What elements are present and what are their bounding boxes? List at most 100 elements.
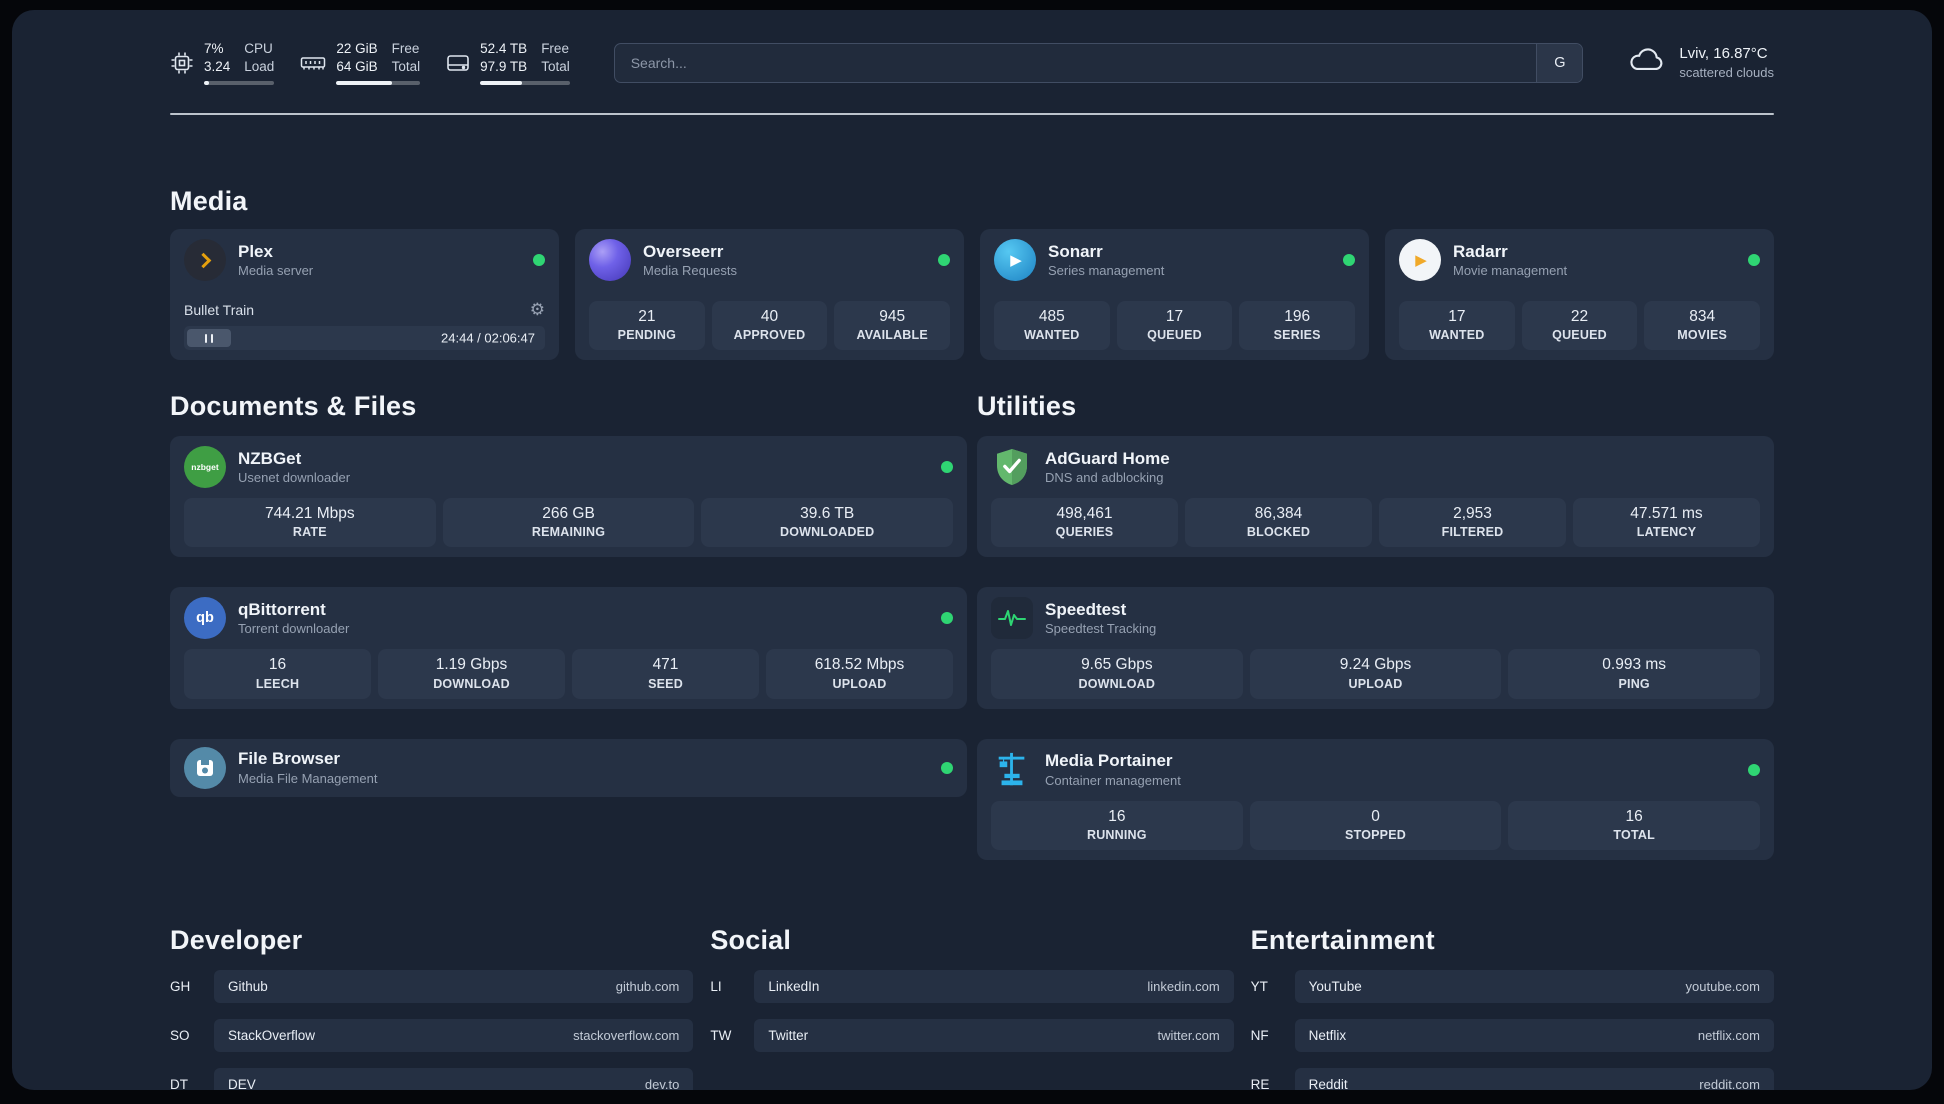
stat-value: 16: [1625, 807, 1643, 825]
stat-label: WANTED: [1024, 328, 1080, 343]
adguard-icon: [991, 446, 1033, 488]
stat-label: SEED: [648, 676, 683, 691]
filebrowser-card[interactable]: File Browser Media File Management: [170, 738, 967, 797]
speedtest-icon: [991, 597, 1033, 640]
status-indicator: [1343, 254, 1355, 267]
bookmark-url: twitter.com: [1157, 1028, 1220, 1044]
disk-total-value: 97.9 TB: [480, 58, 528, 74]
stat-label: AVAILABLE: [856, 328, 928, 343]
stat-label: BLOCKED: [1246, 525, 1311, 540]
speedtest-card[interactable]: Speedtest Speedtest Tracking 9.65 Gbps D…: [977, 587, 1774, 709]
sonarr-card[interactable]: ▶ Sonarr Series management 485 WANTED 17…: [980, 229, 1369, 361]
portainer-card[interactable]: Media Portainer Container management 16 …: [977, 738, 1774, 861]
overseerr-icon: [589, 239, 631, 282]
bookmark-youtube[interactable]: YouTube youtube.com: [1294, 970, 1774, 1004]
qbittorrent-card[interactable]: qb qBittorrent Torrent downloader 16 LEE…: [170, 587, 967, 709]
bookmark-name: Twitter: [768, 1028, 809, 1044]
radarr-card[interactable]: ▶ Radarr Movie management 17 WANTED 22 Q…: [1385, 229, 1774, 361]
sonarr-icon: ▶: [994, 239, 1036, 282]
bookmark-url: dev.to: [644, 1077, 680, 1090]
service-subtitle: Media File Management: [238, 770, 378, 786]
bookmark-row: GH Github github.com: [170, 970, 694, 1004]
stat-value: 744.21 Mbps: [265, 505, 355, 523]
stat-value: 39.6 TB: [800, 505, 855, 523]
qbittorrent-icon: qb: [184, 597, 226, 640]
bookmark-name: StackOverflow: [228, 1028, 316, 1044]
service-name: File Browser: [238, 749, 341, 769]
bookmark-row: RE Reddit reddit.com: [1251, 1068, 1774, 1090]
nzbget-icon: nzbget: [184, 446, 226, 489]
stat-label: TOTAL: [1613, 828, 1655, 843]
search-engine-button[interactable]: G: [1536, 43, 1583, 82]
status-indicator: [1748, 763, 1760, 776]
bookmark-abbr: RE: [1250, 1077, 1270, 1090]
stat-tile: 266 GB REMAINING: [442, 498, 695, 548]
stat-value: 16: [268, 656, 287, 674]
bookmark-row: TW Twitter twitter.com: [710, 1019, 1234, 1053]
service-name: Sonarr: [1048, 241, 1103, 261]
disk-progress-fill: [480, 81, 523, 86]
pause-button[interactable]: [187, 329, 231, 348]
bookmark-stackoverflow[interactable]: StackOverflow stackoverflow.com: [214, 1019, 694, 1053]
stat-tile: 0.993 ms PING: [1508, 649, 1761, 699]
cpu-icon: [170, 51, 194, 75]
portainer-icon: [991, 749, 1033, 791]
service-name: Speedtest: [1045, 599, 1127, 619]
stat-value: 1.19 Gbps: [435, 656, 508, 674]
bookmark-name: LinkedIn: [768, 979, 820, 995]
service-name: Overseerr: [643, 241, 724, 261]
stat-value: 0: [1371, 807, 1380, 825]
stat-tile: 86,384 BLOCKED: [1185, 498, 1372, 548]
bookmark-github[interactable]: Github github.com: [214, 970, 694, 1004]
stat-label: QUEUED: [1552, 328, 1607, 343]
bookmark-row: SO StackOverflow stackoverflow.com: [170, 1019, 694, 1053]
ram-total-label: Total: [391, 58, 421, 74]
plex-card[interactable]: Plex Media server Bullet Train ⚙ 24:44 /…: [170, 229, 559, 361]
filebrowser-icon: [184, 746, 226, 789]
stat-tile: 22 QUEUED: [1521, 300, 1638, 351]
stat-tile: 471 SEED: [572, 649, 759, 699]
playback-time: 24:44 / 02:06:47: [441, 330, 535, 346]
stat-value: 22: [1570, 307, 1589, 325]
bookmark-row: DT DEV dev.to: [170, 1068, 694, 1090]
overseerr-card[interactable]: Overseerr Media Requests 21 PENDING 40 A…: [575, 229, 964, 361]
bookmark-name: DEV: [228, 1077, 256, 1090]
gear-icon[interactable]: ⚙: [529, 300, 545, 320]
weather-widget[interactable]: Lviv, 16.87°C scattered clouds: [1627, 44, 1774, 82]
search-input[interactable]: [614, 43, 1537, 82]
stat-label: LEECH: [255, 676, 300, 691]
utilities-section-title: Utilities: [977, 391, 1077, 422]
stat-label: RATE: [292, 525, 327, 540]
adguard-card[interactable]: AdGuard Home DNS and adblocking 498,461 …: [977, 436, 1774, 558]
stat-tile: 16 RUNNING: [991, 800, 1243, 851]
stat-value: 485: [1038, 307, 1065, 325]
stat-label: SERIES: [1273, 328, 1321, 343]
bookmark-twitter[interactable]: Twitter twitter.com: [754, 1019, 1234, 1053]
stat-label: LATENCY: [1636, 525, 1697, 540]
status-indicator: [941, 612, 953, 625]
top-bar: 7% 3.24 CPU Load: [170, 40, 1774, 86]
status-indicator: [941, 761, 953, 774]
stat-label: REMAINING: [531, 525, 606, 540]
stat-value: 86,384: [1254, 505, 1303, 523]
stat-label: QUEUED: [1147, 328, 1202, 343]
bookmark-netflix[interactable]: Netflix netflix.com: [1294, 1019, 1774, 1053]
service-name: Radarr: [1453, 241, 1508, 261]
cpu-load-value: 3.24: [204, 58, 231, 74]
service-name: NZBGet: [238, 448, 302, 468]
bookmark-dev[interactable]: DEV dev.to: [214, 1068, 694, 1090]
service-name: Media Portainer: [1045, 751, 1173, 771]
stat-label: DOWNLOAD: [1078, 676, 1156, 691]
stat-tile: 47.571 ms LATENCY: [1573, 498, 1760, 548]
nzbget-card[interactable]: nzbget NZBGet Usenet downloader 744.21 M…: [170, 436, 967, 558]
developer-section-title: Developer: [170, 925, 303, 956]
bookmark-url: linkedin.com: [1147, 979, 1220, 995]
bookmark-url: stackoverflow.com: [573, 1028, 680, 1044]
bookmark-linkedin[interactable]: LinkedIn linkedin.com: [754, 970, 1234, 1004]
stat-value: 47.571 ms: [1630, 505, 1703, 523]
cpu-label: CPU: [244, 41, 273, 56]
stat-label: UPLOAD: [832, 676, 887, 691]
seek-bar[interactable]: 24:44 / 02:06:47: [184, 326, 545, 351]
bookmark-reddit[interactable]: Reddit reddit.com: [1294, 1068, 1774, 1090]
